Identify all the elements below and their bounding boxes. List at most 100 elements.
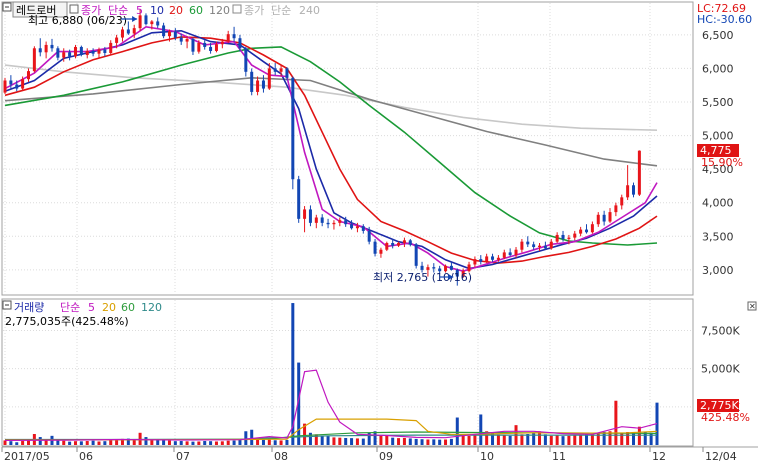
volume-bar [467,435,471,445]
candle-body [109,42,113,53]
volume-bar [226,440,230,445]
candle-body [455,269,459,277]
candle-body [632,185,636,195]
candle-body [473,259,477,265]
volume-bar [162,440,166,445]
candle-body [555,234,559,242]
candle-body [273,68,277,72]
volume-legend-ma120: 120 [141,301,162,314]
candle-body [402,240,406,243]
candle-body [449,265,453,270]
legend-checkbox-2[interactable] [232,4,242,14]
volume-bar [26,440,30,445]
candle-body [614,205,618,213]
volume-bar [538,431,542,445]
candle-body [491,256,495,260]
ma20-line [4,36,658,264]
price-panel-frame [1,1,694,296]
volume-bar [561,436,565,445]
x-axis-label: 2017/05 [4,450,50,463]
candle-body [285,68,289,78]
candle-body [479,259,483,262]
volume-bar [485,431,489,445]
legend-ma10: 10 [150,4,164,17]
volume-bar [444,439,448,445]
high-price-label: 최고 6,880 (06/23) [28,14,127,27]
volume-bar [85,441,89,445]
volume-bar [367,432,371,445]
volume-bar [9,441,13,445]
low-arrow-head [448,274,454,280]
symbol-box[interactable] [12,1,68,18]
legend-ma60: 60 [189,4,203,17]
volume-bar [520,434,524,445]
candle-body [567,237,571,239]
candle-body [549,241,553,249]
x-axis-labels: 2017/05 06 07 08 09 10 11 12 12/04 [1,447,737,463]
volume-bar [608,431,612,445]
candle-body [379,249,383,254]
volume-bar [449,438,453,445]
volume-bar [291,303,295,445]
volume-bar [15,442,19,445]
volume-bar [197,441,201,445]
candle-body [209,46,213,51]
current-volume-value: 2,775K [700,399,739,412]
high-arrow-icon [121,16,138,22]
candle-body [21,79,25,89]
volume-value-text: 2,775,035주(425.48%) [5,315,129,328]
candle-body [397,243,401,246]
volume-bar [267,438,271,445]
candle-body [126,29,130,34]
x-axis-label: 08 [274,450,288,463]
price-tick-label: 6,000 [702,62,734,75]
volume-bar [643,431,647,445]
candle-body [637,150,641,195]
price-y-axis: 3,000 3,500 4,000 4,500 5,000 5,500 6,000 6,500 [702,29,734,277]
volume-close-icon[interactable] [747,301,757,311]
legend-ma20: 20 [169,4,183,17]
candle-body [115,37,119,43]
legend-simple-label-2: 단순 [271,4,291,17]
volume-bar [103,441,107,445]
volume-bar [132,439,136,445]
candle-body [526,241,530,245]
candle-body [132,28,136,34]
volume-bar [455,417,459,445]
candle-body [232,34,236,39]
volume-panel-frame [1,298,694,447]
x-axis-label: 12 [652,450,666,463]
candle-body [444,265,448,272]
candle-body [314,217,318,223]
volume-bar [326,436,330,445]
volume-bar [649,432,653,445]
volume-bar [115,440,119,445]
volume-bar [602,431,606,445]
legend-ma120: 120 [209,4,230,17]
volume-tick-label: 5,000K [701,363,740,376]
volume-gridlines [3,300,692,445]
volume-bar [590,434,594,445]
candle-body [162,25,166,37]
candle-body [279,68,283,72]
volume-bar [109,440,113,445]
candle-body [15,84,19,89]
candle-body [438,268,442,272]
volume-bar [156,439,160,445]
volume-tick-label: 7,500K [701,325,740,338]
volume-bar [179,441,183,445]
candle-body [543,245,547,249]
candle-body [520,241,524,250]
candle-body [256,80,260,92]
candle-body [3,80,7,93]
volume-bar [232,440,236,445]
volume-bar [502,435,506,445]
legend-ma240: 240 [299,4,320,17]
volume-bar [126,438,130,445]
volume-bar [626,432,630,445]
candle-body [197,42,201,52]
legend-checkbox[interactable] [69,4,79,14]
candle-body [332,222,336,225]
volume-bar [391,437,395,445]
